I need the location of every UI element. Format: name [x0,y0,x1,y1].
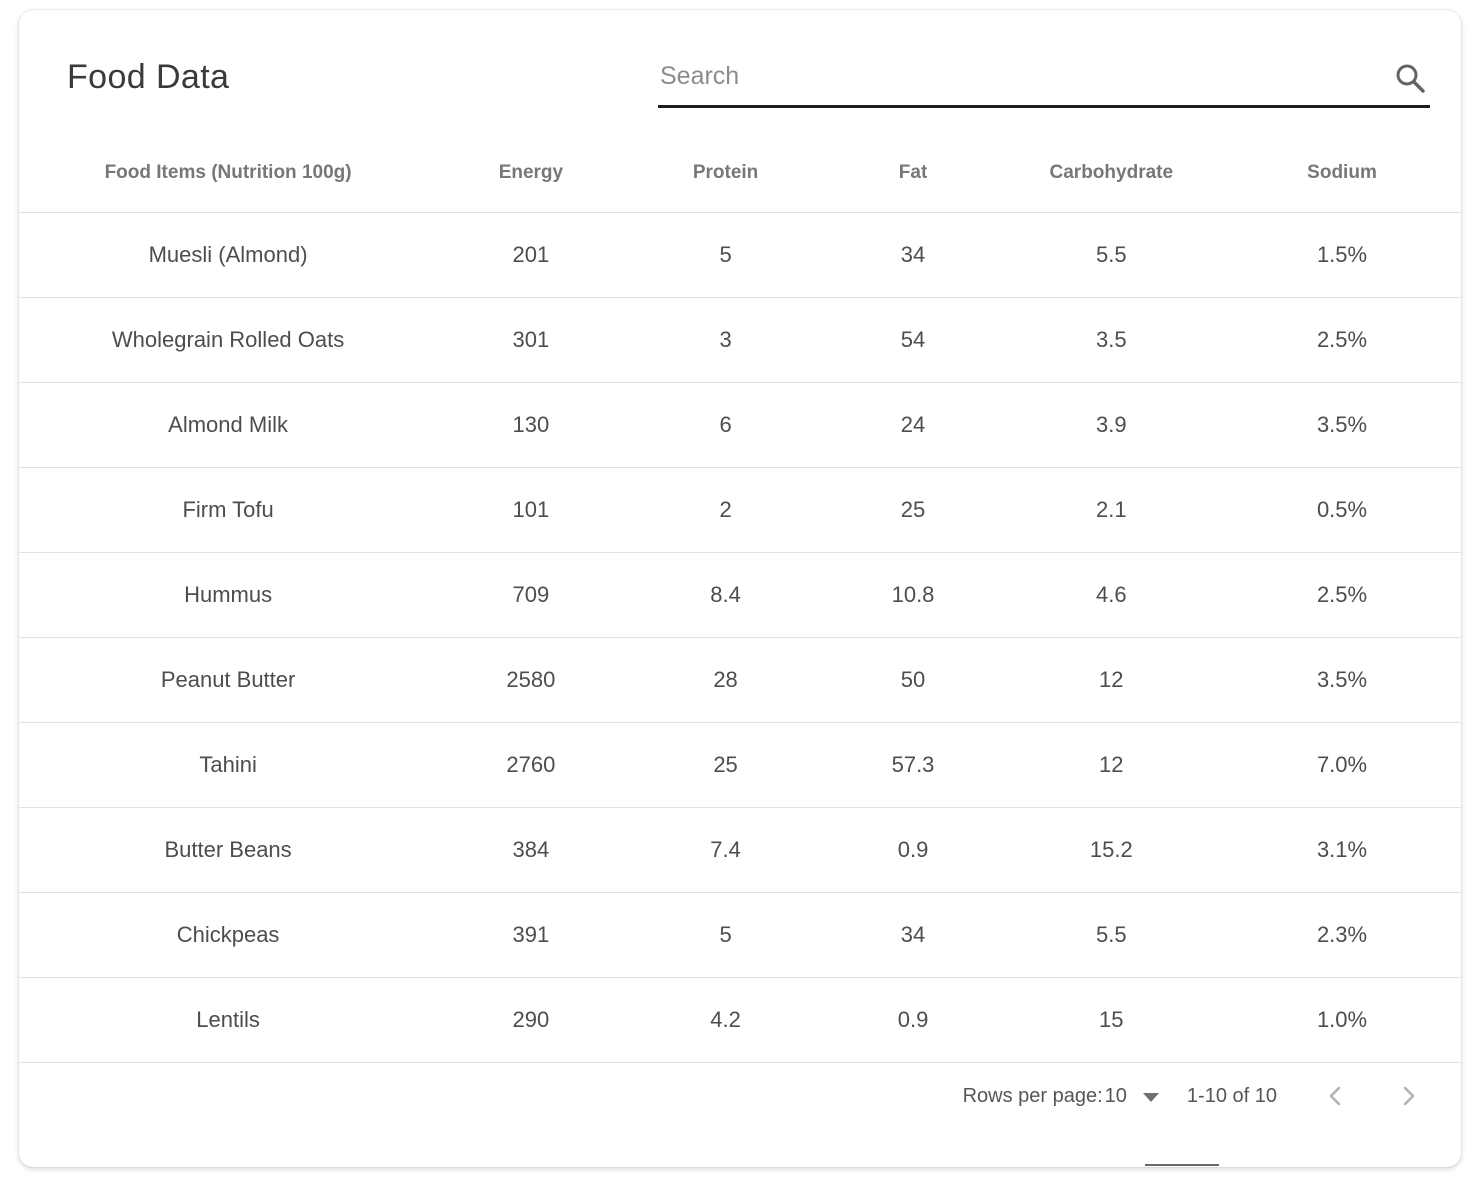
cell-energy: 709 [437,552,625,638]
food-table: Food Items (Nutrition 100g) Energy Prote… [19,132,1461,1063]
cell-carbohydrate: 15 [999,977,1224,1063]
column-header-sodium[interactable]: Sodium [1223,132,1461,213]
cell-carbohydrate: 15.2 [999,807,1224,893]
cell-protein: 25 [624,722,827,808]
search-field [658,54,1430,108]
cell-food-name: Tahini [19,722,438,808]
rows-per-page-select-underline [1145,1164,1219,1166]
table-row: Peanut Butter 2580 28 50 12 3.5% [19,637,1461,723]
table-row: Almond Milk 130 6 24 3.9 3.5% [19,382,1461,468]
cell-fat: 54 [826,297,1000,383]
cell-protein: 3 [624,297,827,383]
cell-food-name: Butter Beans [19,807,438,893]
cell-sodium: 1.0% [1223,977,1461,1063]
cell-sodium: 3.1% [1223,807,1461,893]
column-header-fat[interactable]: Fat [826,132,1000,213]
cell-energy: 2760 [437,722,625,808]
cell-fat: 25 [826,467,1000,553]
column-header-food-items[interactable]: Food Items (Nutrition 100g) [19,132,438,213]
table-header: Food Items (Nutrition 100g) Energy Prote… [19,132,1461,213]
chevron-left-icon [1329,1086,1341,1106]
cell-carbohydrate: 12 [999,637,1224,723]
cell-carbohydrate: 5.5 [999,892,1224,978]
cell-carbohydrate: 12 [999,722,1224,808]
cell-sodium: 0.5% [1223,467,1461,553]
chevron-right-icon [1403,1086,1415,1106]
caret-down-icon [1142,1093,1159,1102]
rows-per-page-value: 10 [1104,1084,1127,1107]
cell-fat: 57.3 [826,722,1000,808]
cell-protein: 7.4 [624,807,827,893]
cell-food-name: Chickpeas [19,892,438,978]
cell-protein: 5 [624,892,827,978]
cell-energy: 101 [437,467,625,553]
page-title: Food Data [67,58,230,96]
cell-sodium: 2.5% [1223,552,1461,638]
column-header-energy[interactable]: Energy [437,132,625,213]
table-header-row: Food Items (Nutrition 100g) Energy Prote… [19,132,1461,213]
table-row: Butter Beans 384 7.4 0.9 15.2 3.1% [19,807,1461,893]
cell-protein: 8.4 [624,552,827,638]
cell-fat: 50 [826,637,1000,723]
table-row: Muesli (Almond) 201 5 34 5.5 1.5% [19,212,1461,298]
rows-per-page-select[interactable]: 10 [1105,1085,1159,1108]
cell-fat: 34 [826,892,1000,978]
cell-protein: 2 [624,467,827,553]
cell-protein: 28 [624,637,827,723]
cell-food-name: Hummus [19,552,438,638]
cell-protein: 5 [624,212,827,298]
cell-food-name: Lentils [19,977,438,1063]
table-body: Muesli (Almond) 201 5 34 5.5 1.5% Wholeg… [19,212,1461,1063]
cell-energy: 290 [437,977,625,1063]
card-header: Food Data [19,10,1461,108]
cell-carbohydrate: 3.5 [999,297,1224,383]
cell-carbohydrate: 2.1 [999,467,1224,553]
cell-energy: 391 [437,892,625,978]
cell-carbohydrate: 5.5 [999,212,1224,298]
cell-protein: 6 [624,382,827,468]
cell-fat: 34 [826,212,1000,298]
rows-per-page-label: Rows per page: [962,1084,1103,1107]
search-icon[interactable] [1394,62,1426,94]
cell-sodium: 3.5% [1223,382,1461,468]
search-input[interactable] [658,54,1430,108]
cell-food-name: Firm Tofu [19,467,438,553]
cell-fat: 0.9 [826,977,1000,1063]
cell-sodium: 2.5% [1223,297,1461,383]
column-header-carbohydrate[interactable]: Carbohydrate [999,132,1224,213]
table-row: Lentils 290 4.2 0.9 15 1.0% [19,977,1461,1063]
cell-fat: 10.8 [826,552,1000,638]
cell-food-name: Almond Milk [19,382,438,468]
cell-energy: 201 [437,212,625,298]
previous-page-button[interactable] [1323,1083,1349,1109]
food-data-card: Food Data Food Items (Nutrition 100g) En… [19,10,1461,1167]
cell-fat: 24 [826,382,1000,468]
cell-energy: 384 [437,807,625,893]
cell-food-name: Peanut Butter [19,637,438,723]
cell-carbohydrate: 4.6 [999,552,1224,638]
table-row: Tahini 2760 25 57.3 12 7.0% [19,722,1461,808]
cell-energy: 2580 [437,637,625,723]
next-page-button[interactable] [1395,1083,1421,1109]
table-row: Chickpeas 391 5 34 5.5 2.3% [19,892,1461,978]
cell-sodium: 7.0% [1223,722,1461,808]
cell-sodium: 3.5% [1223,637,1461,723]
table-row: Wholegrain Rolled Oats 301 3 54 3.5 2.5% [19,297,1461,383]
table-row: Firm Tofu 101 2 25 2.1 0.5% [19,467,1461,553]
table-row: Hummus 709 8.4 10.8 4.6 2.5% [19,552,1461,638]
column-header-protein[interactable]: Protein [624,132,827,213]
cell-food-name: Wholegrain Rolled Oats [19,297,438,383]
cell-protein: 4.2 [624,977,827,1063]
pagination-range-label: 1-10 of 10 [1186,1084,1277,1107]
cell-energy: 301 [437,297,625,383]
cell-energy: 130 [437,382,625,468]
pagination-bar: Rows per page: 10 1-10 of 10 [19,1063,1461,1129]
cell-carbohydrate: 3.9 [999,382,1224,468]
cell-fat: 0.9 [826,807,1000,893]
cell-food-name: Muesli (Almond) [19,212,438,298]
cell-sodium: 1.5% [1223,212,1461,298]
cell-sodium: 2.3% [1223,892,1461,978]
